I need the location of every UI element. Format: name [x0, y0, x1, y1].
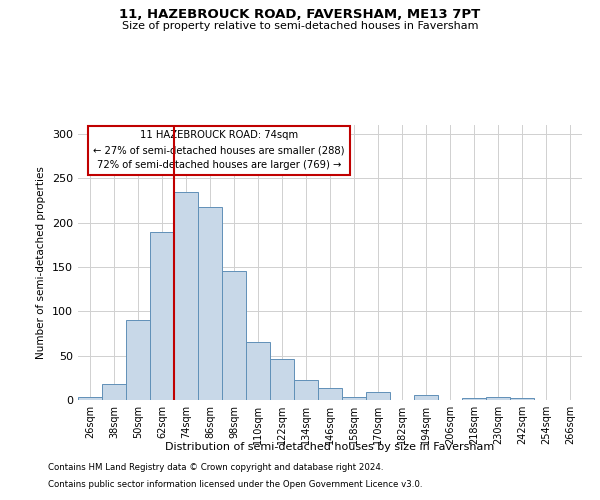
Bar — [198, 206, 222, 400]
Bar — [510, 398, 534, 400]
Bar — [126, 320, 150, 400]
Bar — [150, 232, 174, 400]
Text: Contains public sector information licensed under the Open Government Licence v3: Contains public sector information licen… — [48, 480, 422, 489]
Bar — [174, 192, 198, 400]
Text: Size of property relative to semi-detached houses in Faversham: Size of property relative to semi-detach… — [122, 21, 478, 31]
Bar — [366, 392, 390, 400]
Text: Distribution of semi-detached houses by size in Faversham: Distribution of semi-detached houses by … — [166, 442, 494, 452]
Text: 11, HAZEBROUCK ROAD, FAVERSHAM, ME13 7PT: 11, HAZEBROUCK ROAD, FAVERSHAM, ME13 7PT — [119, 8, 481, 20]
Y-axis label: Number of semi-detached properties: Number of semi-detached properties — [37, 166, 46, 359]
Bar — [222, 272, 246, 400]
Bar — [102, 384, 126, 400]
Bar — [246, 342, 270, 400]
Text: 11 HAZEBROUCK ROAD: 74sqm
← 27% of semi-detached houses are smaller (288)
72% of: 11 HAZEBROUCK ROAD: 74sqm ← 27% of semi-… — [94, 130, 345, 170]
Bar — [462, 398, 486, 400]
Bar — [318, 388, 342, 400]
Bar — [78, 398, 102, 400]
Bar — [294, 380, 318, 400]
Bar — [486, 398, 510, 400]
Text: Contains HM Land Registry data © Crown copyright and database right 2024.: Contains HM Land Registry data © Crown c… — [48, 464, 383, 472]
Bar — [414, 394, 438, 400]
Bar — [270, 359, 294, 400]
Bar — [342, 398, 366, 400]
